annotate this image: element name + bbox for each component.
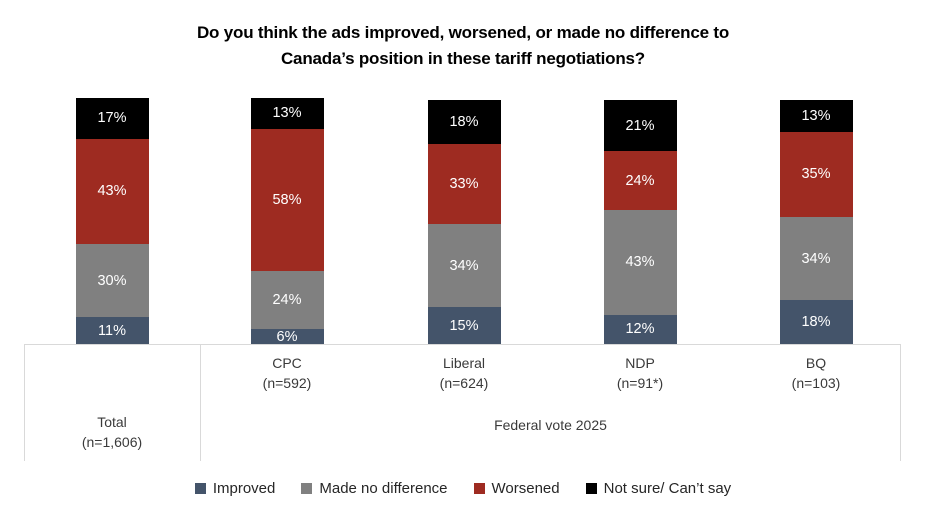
chart-title-line1: Do you think the ads improved, worsened,… — [196, 23, 730, 42]
data-label: 33% — [449, 176, 479, 193]
category-name: Total — [97, 414, 127, 430]
bar-segment: 13% — [779, 100, 853, 132]
data-label: 35% — [801, 166, 831, 183]
category-sample-size: (n=91*) — [616, 375, 664, 391]
bar-segment: 34% — [427, 224, 501, 308]
bar-segment: 18% — [779, 300, 853, 344]
data-label: 34% — [801, 250, 831, 267]
bar-segment: 43% — [603, 209, 677, 315]
axis-border-left — [24, 344, 25, 461]
data-label: 11% — [98, 322, 126, 339]
stacked-bar-cpc: 13% 58% 24% 6% — [250, 97, 324, 345]
bar-segment: 18% — [427, 100, 501, 144]
data-label: 24% — [625, 172, 655, 189]
bar-segment: 58% — [250, 129, 324, 271]
bar-segment: 33% — [427, 143, 501, 225]
axis-divider-total-group — [200, 344, 201, 461]
data-label: 12% — [625, 321, 655, 338]
data-label: 34% — [449, 257, 479, 274]
legend-label: Not sure/ Can’t say — [603, 480, 732, 497]
data-label: 58% — [272, 192, 302, 209]
data-label: 13% — [801, 107, 831, 124]
category-label-liberal: Liberal (n=624) — [384, 353, 544, 393]
chart-title: Do you think the ads improved, worsened,… — [0, 20, 926, 72]
legend: Improved Made no difference Worsened Not su… — [0, 480, 926, 497]
category-sample-size: (n=624) — [439, 375, 489, 391]
bar-segment: 34% — [779, 217, 853, 301]
data-label: 43% — [625, 254, 655, 271]
bar-segment: 43% — [75, 139, 149, 244]
stacked-bar-bq: 13% 35% 34% 18% — [779, 100, 853, 344]
bar-segment: 24% — [250, 270, 324, 330]
stacked-bar-ndp: 21% 24% 43% 12% — [603, 100, 677, 344]
axis-border-right — [900, 344, 901, 461]
category-label-cpc: CPC (n=592) — [207, 353, 367, 393]
bar-segment: 13% — [250, 97, 324, 130]
legend-swatch-icon — [301, 483, 313, 494]
bar-segment: 35% — [779, 131, 853, 218]
data-label: 43% — [97, 183, 127, 200]
data-label: 21% — [625, 117, 655, 134]
data-label: 18% — [801, 314, 831, 331]
legend-item: Worsened — [473, 480, 560, 497]
category-sample-size: (n=592) — [262, 375, 312, 391]
group-axis-label: Federal vote 2025 — [494, 417, 607, 433]
category-label-bq: BQ (n=103) — [736, 353, 896, 393]
category-sample-size: (n=103) — [791, 375, 841, 391]
legend-swatch-icon — [585, 483, 597, 494]
bar-segment: 21% — [603, 100, 677, 152]
category-label-ndp: NDP (n=91*) — [560, 353, 720, 393]
bar-segment: 12% — [603, 314, 677, 344]
legend-label: Worsened — [491, 480, 560, 497]
category-sample-size: (n=1,606) — [81, 434, 143, 450]
data-label: 30% — [97, 272, 127, 289]
data-label: 18% — [449, 113, 479, 130]
legend-swatch-icon — [473, 483, 485, 494]
axis-border-top — [24, 344, 901, 345]
bar-segment: 15% — [427, 307, 501, 344]
bar-segment: 11% — [75, 317, 149, 344]
legend-item: Not sure/ Can’t say — [585, 480, 732, 497]
category-name: NDP — [625, 355, 655, 371]
chart-title-line2: Canada’s position in these tariff negoti… — [280, 49, 645, 68]
legend-label: Improved — [212, 480, 276, 497]
stacked-bar-liberal: 18% 33% 34% 15% — [427, 100, 501, 344]
bar-segment: 6% — [250, 328, 324, 345]
bar-segment: 24% — [603, 151, 677, 210]
data-label: 13% — [272, 105, 302, 122]
data-label: 17% — [97, 110, 127, 127]
legend-swatch-icon — [194, 483, 206, 494]
bar-segment: 30% — [75, 243, 149, 318]
category-name: BQ — [805, 355, 827, 371]
legend-item: Improved — [194, 480, 276, 497]
legend-item: Made no difference — [301, 480, 448, 497]
category-name: CPC — [272, 355, 302, 371]
stacked-bar-total: 17% 43% 30% 11% — [75, 97, 149, 344]
category-label-total: Total (n=1,606) — [32, 412, 192, 452]
data-label: 24% — [272, 292, 302, 309]
bar-segment: 17% — [75, 97, 149, 140]
data-label: 6% — [276, 328, 298, 345]
legend-label: Made no difference — [319, 480, 448, 497]
category-name: Liberal — [442, 355, 486, 371]
data-label: 15% — [449, 317, 479, 334]
